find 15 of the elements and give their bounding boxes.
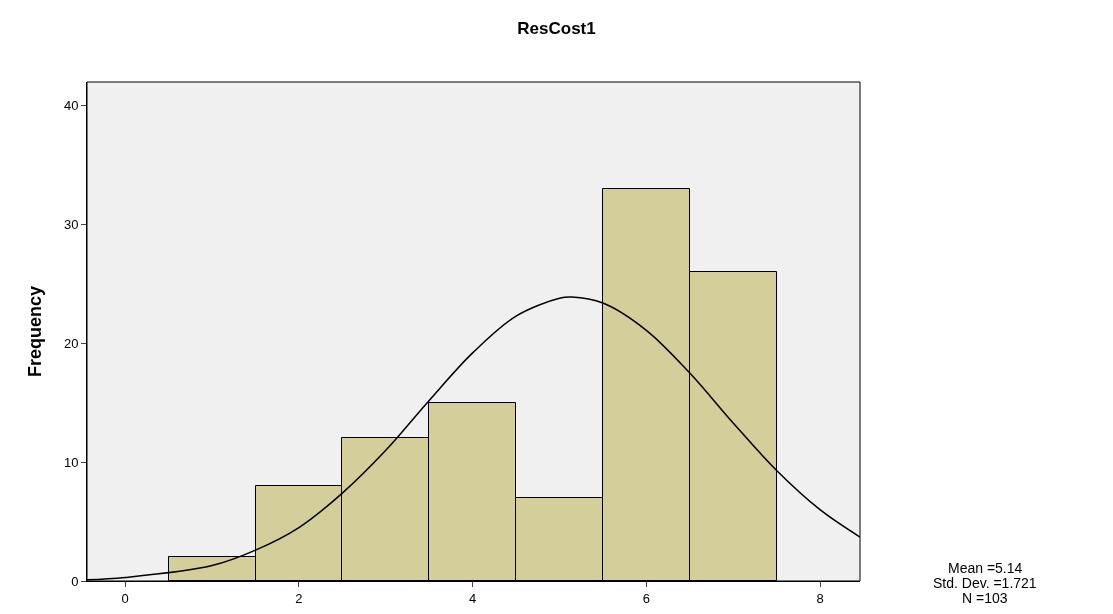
chart-title: ResCost1	[517, 18, 596, 38]
text: Mean =5.14	[948, 560, 1023, 576]
text: Std. Dev. =1.721	[933, 575, 1037, 591]
text: N =103	[962, 590, 1008, 606]
y-tick-label: 0	[71, 573, 79, 589]
x-tick-label: 6	[642, 590, 650, 606]
y-axis-title: Frequency	[25, 285, 45, 378]
x-tick-label: 8	[816, 590, 824, 606]
y-tick-label: 30	[63, 217, 79, 233]
x-tick-label: 2	[295, 590, 303, 606]
y-tick-label: 20	[63, 335, 79, 351]
y-tick-label: 10	[63, 454, 79, 470]
y-tick-label: 40	[63, 98, 79, 114]
x-tick-label: 4	[469, 590, 477, 606]
x-tick-label: 0	[121, 590, 129, 606]
